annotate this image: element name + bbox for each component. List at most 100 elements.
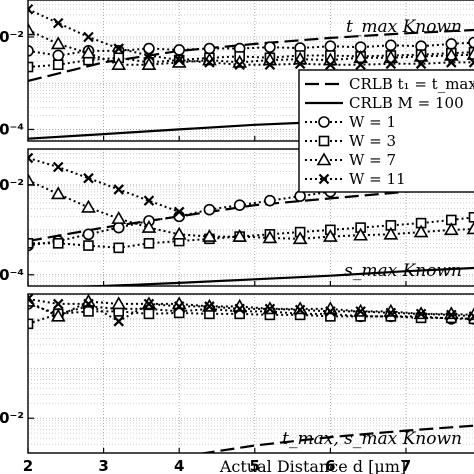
legend-marker-w11 <box>318 173 330 185</box>
data-point-w7 <box>141 219 157 233</box>
series-group <box>28 152 474 286</box>
data-point-w1 <box>203 203 216 216</box>
data-point-w3 <box>52 59 64 71</box>
data-point-w7 <box>262 230 278 244</box>
x-tick-label: 6 <box>325 457 335 474</box>
data-point-w3 <box>83 306 94 317</box>
x-axis-label: Actual Distance d [μm] <box>219 457 406 474</box>
x-tick-label: 3 <box>98 457 108 474</box>
data-point-w7 <box>111 211 127 224</box>
data-point-w7 <box>353 50 368 64</box>
data-point-w1 <box>264 41 276 53</box>
grid <box>27 294 474 454</box>
panel-2: 0⁻² 0⁻⁴ s_max Known <box>0 148 474 287</box>
data-point-w7 <box>466 221 474 235</box>
series-line-w3 <box>28 216 474 249</box>
data-point-w7 <box>413 48 429 62</box>
data-point-w1 <box>233 199 246 211</box>
data-point-w7 <box>466 46 474 60</box>
data-point-w11 <box>204 57 215 68</box>
legend-label-w3: W = 3 <box>349 132 396 150</box>
data-point-w7 <box>111 296 127 310</box>
series-line-w11 <box>28 8 474 66</box>
data-point-w7 <box>292 231 308 245</box>
series-line-crlb_t1 <box>198 424 474 453</box>
data-point-w11 <box>143 50 155 61</box>
data-point-w7 <box>28 22 36 36</box>
data-point-w7 <box>322 228 338 242</box>
data-point-w11 <box>355 59 366 70</box>
data-point-w3 <box>28 318 34 330</box>
data-point-w3 <box>28 61 34 73</box>
data-point-w11 <box>234 59 245 70</box>
legend-label-w7: W = 7 <box>349 151 396 169</box>
data-point-w1 <box>468 36 474 49</box>
data-point-w11 <box>385 307 397 319</box>
data-point-w7 <box>232 228 248 242</box>
legend-marker-w3 <box>318 135 330 147</box>
y-tick-label: 0⁻² <box>0 28 24 46</box>
data-point-w7 <box>413 224 429 238</box>
data-point-w11 <box>385 58 397 70</box>
data-point-w7 <box>171 226 187 240</box>
data-point-w11 <box>83 31 94 43</box>
data-point-w3 <box>468 211 474 223</box>
data-point-w1 <box>203 42 216 55</box>
data-point-w1 <box>143 42 155 55</box>
data-point-w11 <box>83 172 94 184</box>
x-tick-label: 4 <box>174 457 184 474</box>
data-point-w11 <box>113 184 124 195</box>
data-point-w1 <box>445 38 458 50</box>
panel-note: t_max Known <box>346 17 462 37</box>
data-point-w1 <box>112 221 125 234</box>
data-point-w3 <box>52 238 64 249</box>
data-point-w7 <box>353 227 368 241</box>
series-line-w7 <box>28 29 474 66</box>
x-tick-label: 7 <box>401 457 411 474</box>
data-point-w11 <box>446 309 457 321</box>
x-tick-label: 5 <box>250 457 260 474</box>
legend-label-crlb_t1: CRLB t₁ = t_max <box>349 75 474 93</box>
panel-note: s_max Known <box>344 261 462 281</box>
data-point-w11 <box>113 316 124 327</box>
panel-3: 0⁻² t_max, s_max Known <box>0 293 474 454</box>
data-point-w7 <box>443 222 459 236</box>
legend-label-crlb_m: CRLB M = 100 <box>349 94 464 112</box>
data-point-w11 <box>28 152 34 164</box>
grid <box>27 149 474 286</box>
data-point-w11 <box>355 306 366 317</box>
data-point-w7 <box>81 45 96 59</box>
legend-box <box>298 69 474 193</box>
data-point-w11 <box>143 298 155 310</box>
data-point-w7 <box>81 199 96 213</box>
data-point-w1 <box>52 49 65 62</box>
series-line-w1 <box>28 190 331 247</box>
panel-frame <box>27 293 474 454</box>
y-tick-label: 0⁻⁴ <box>0 266 24 284</box>
series-line-w7 <box>28 300 474 318</box>
series-line-w11 <box>28 157 180 213</box>
data-point-w3 <box>143 238 155 249</box>
data-point-w11 <box>468 311 474 322</box>
data-point-w7 <box>28 172 36 186</box>
series-line-w1 <box>28 41 474 57</box>
series-line-w11 <box>28 298 474 323</box>
panel-note: t_max, s_max Known <box>282 429 462 449</box>
series-line-crlb_t1 <box>28 28 474 82</box>
data-point-w11 <box>52 298 64 310</box>
data-point-w11 <box>294 304 306 316</box>
data-point-w1 <box>28 45 34 57</box>
panels: 0⁻² 0⁻⁴ t_max Known 0⁻² 0⁻⁴ s_max Known 0⁻² t_m… <box>0 0 474 454</box>
data-point-w11 <box>264 59 276 70</box>
data-point-w11 <box>415 308 427 320</box>
data-point-w11 <box>52 17 64 29</box>
legend-label-w1: W = 1 <box>349 113 396 131</box>
panel-frame <box>27 0 474 142</box>
y-tick-label: 0⁻² <box>0 176 24 194</box>
data-point-w3 <box>28 238 34 249</box>
data-point-w7 <box>50 186 66 200</box>
data-point-w1 <box>324 40 337 53</box>
panel-frame <box>27 148 474 287</box>
data-point-w11 <box>325 59 336 70</box>
